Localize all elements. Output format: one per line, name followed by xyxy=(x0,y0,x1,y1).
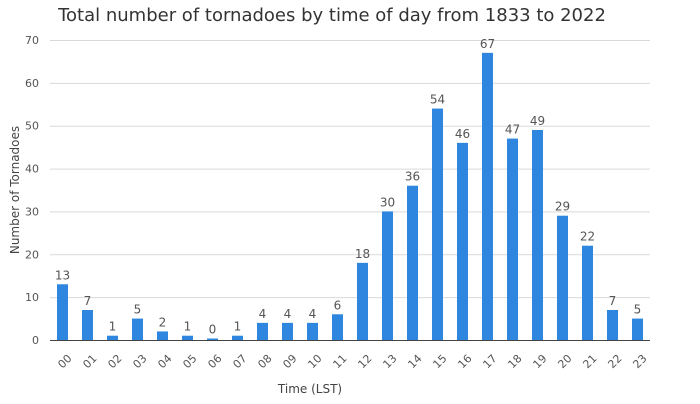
data-label: 7 xyxy=(609,294,617,308)
y-tick-label: 60 xyxy=(25,77,39,90)
bar-18 xyxy=(507,138,518,340)
data-label: 29 xyxy=(555,200,570,214)
x-tick-label: 18 xyxy=(505,352,524,371)
bar-09 xyxy=(282,322,293,340)
y-axis-label: Number of Tornadoes xyxy=(8,126,22,254)
bar-22 xyxy=(607,310,618,340)
data-label: 7 xyxy=(84,294,92,308)
bar-21 xyxy=(582,245,593,340)
x-tick-label: 03 xyxy=(130,352,149,371)
bar-14 xyxy=(407,185,418,340)
data-label: 4 xyxy=(259,307,267,321)
bar-10 xyxy=(307,322,318,340)
x-tick-label: 06 xyxy=(205,352,224,371)
x-tick-label: 15 xyxy=(430,352,449,371)
data-label: 49 xyxy=(530,114,545,128)
data-label: 6 xyxy=(334,298,342,312)
y-tick-labels: 0 10 20 30 40 50 60 70 xyxy=(25,34,39,347)
data-label: 13 xyxy=(55,268,70,282)
data-label: 1 xyxy=(184,320,192,334)
bar-02 xyxy=(107,335,118,340)
data-label: 1 xyxy=(109,320,117,334)
bar-15 xyxy=(432,108,443,340)
x-tick-label: 08 xyxy=(255,352,274,371)
bars xyxy=(57,52,643,340)
x-tick-label: 09 xyxy=(280,352,299,371)
bar-11 xyxy=(332,314,343,340)
data-label: 0 xyxy=(209,323,217,337)
bar-05 xyxy=(182,335,193,340)
bar-04 xyxy=(157,331,168,340)
x-tick-labels: 00 01 02 03 04 05 06 07 08 09 10 11 12 13 14 15 16 17 18 19… xyxy=(55,352,649,371)
x-tick-label: 07 xyxy=(230,352,249,371)
y-tick-label: 70 xyxy=(25,34,39,47)
data-label: 47 xyxy=(505,123,520,137)
data-label: 18 xyxy=(355,247,370,261)
data-label: 4 xyxy=(309,307,317,321)
y-tick-label: 30 xyxy=(25,205,39,218)
x-tick-label: 17 xyxy=(480,352,499,371)
x-tick-label: 02 xyxy=(105,352,124,371)
x-tick-label: 01 xyxy=(80,352,99,371)
x-tick-label: 10 xyxy=(305,352,324,371)
x-tick-label: 13 xyxy=(380,352,399,371)
x-tick-label: 04 xyxy=(155,352,174,371)
data-label: 36 xyxy=(405,170,420,184)
data-label: 4 xyxy=(284,307,292,321)
y-tick-label: 0 xyxy=(32,334,39,347)
bar-23 xyxy=(632,318,643,340)
x-tick-label: 16 xyxy=(455,352,474,371)
bar-00 xyxy=(57,284,68,340)
bar-13 xyxy=(382,211,393,340)
y-tick-label: 40 xyxy=(25,163,39,176)
x-tick-label: 14 xyxy=(405,352,424,371)
x-tick-label: 12 xyxy=(355,352,374,371)
x-tick-label: 00 xyxy=(55,352,74,371)
bar-12 xyxy=(357,262,368,340)
bar-06 xyxy=(207,338,218,340)
bar-20 xyxy=(557,215,568,340)
gridlines xyxy=(50,40,650,299)
data-label: 2 xyxy=(159,315,167,329)
x-tick-label: 23 xyxy=(630,352,649,371)
bar-08 xyxy=(257,322,268,340)
bar-01 xyxy=(82,310,93,340)
y-tick-label: 50 xyxy=(25,120,39,133)
bar-17 xyxy=(482,52,493,340)
bar-07 xyxy=(232,335,243,340)
x-axis-label: Time (LST) xyxy=(277,382,342,396)
data-label: 5 xyxy=(134,303,142,317)
y-tick-label: 10 xyxy=(25,291,39,304)
x-tick-label: 20 xyxy=(555,352,574,371)
x-tick-label: 19 xyxy=(530,352,549,371)
bar-19 xyxy=(532,130,543,340)
chart-title: Total number of tornadoes by time of day… xyxy=(57,5,606,26)
data-label: 1 xyxy=(234,320,242,334)
data-label: 5 xyxy=(634,303,642,317)
y-tick-label: 20 xyxy=(25,248,39,261)
x-tick-label: 05 xyxy=(180,352,199,371)
data-label: 22 xyxy=(580,230,595,244)
data-label: 67 xyxy=(480,37,495,51)
data-label: 54 xyxy=(430,93,445,107)
data-label: 46 xyxy=(455,127,470,141)
x-tick-label: 11 xyxy=(330,352,349,371)
x-tick-label: 22 xyxy=(605,352,624,371)
data-label: 30 xyxy=(380,195,395,209)
x-tick-label: 21 xyxy=(580,352,599,371)
bar-03 xyxy=(132,318,143,340)
bar-16 xyxy=(457,142,468,340)
